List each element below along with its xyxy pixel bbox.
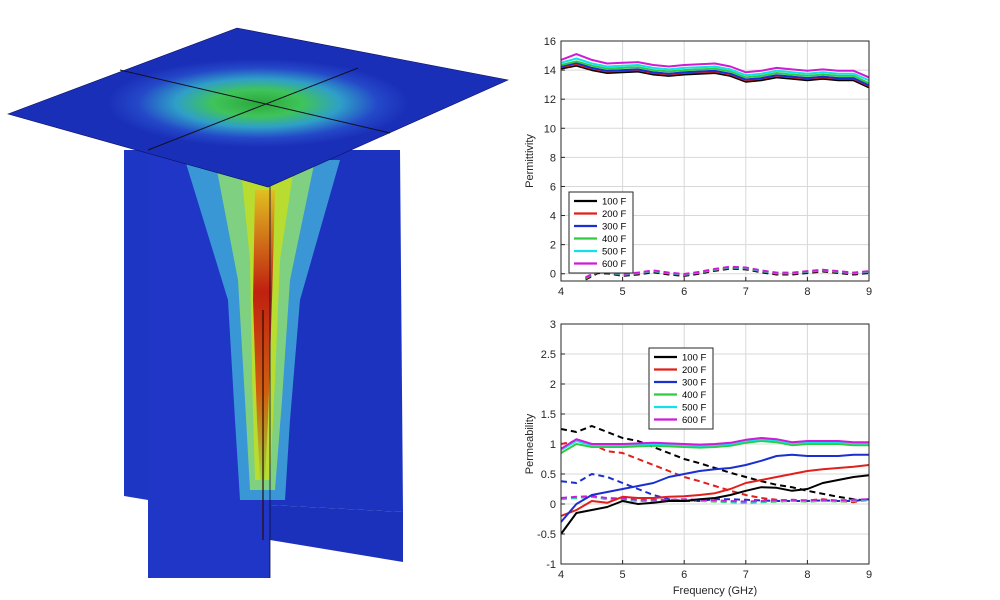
- series-line-600-f-imaginary: [585, 265, 869, 279]
- x-tick-label: 7: [743, 286, 749, 298]
- y-tick-label: 8: [550, 152, 556, 164]
- legend-label: 400 F: [602, 234, 626, 245]
- legend-box: [568, 191, 634, 274]
- series-line-200-f-real: [561, 464, 869, 517]
- series-line-100-f-real: [561, 64, 869, 89]
- y-tick-label: -0.5: [537, 529, 556, 541]
- series-line-400-f-real: [561, 60, 869, 85]
- y-tick-label: 12: [544, 94, 556, 106]
- permeability-plot-area: 4 5 6 7 8 9 -1 -0.5 0 0.5 1 1.5 2 2.5 3 Permeability Fre…: [524, 319, 872, 597]
- top-plate-crossline-b: [147, 67, 359, 151]
- series-line-200-f-imaginary: [561, 440, 869, 504]
- x-tick-label: 6: [681, 569, 687, 581]
- x-tick-label: 8: [804, 569, 810, 581]
- series-line-400-f-real: [561, 440, 869, 454]
- legend-label: 500 F: [682, 403, 706, 414]
- y-tick-label: 10: [544, 123, 556, 135]
- series-line-600-f-real: [561, 53, 869, 79]
- legend-label: 300 F: [682, 378, 706, 389]
- x-tick-label: 6: [681, 286, 687, 298]
- top-plate-crossline-a: [119, 69, 391, 134]
- series-line-300-f-real: [561, 453, 869, 523]
- permittivity-chart: 4 5 6 7 8 9 0 2 4 6 8 10 12 14 16 Permittivity 100 F200 …: [524, 36, 872, 298]
- field-distribution-render: [7, 27, 509, 578]
- vertical-plane-right-lower: [270, 505, 403, 562]
- legend-box: [648, 347, 714, 430]
- y-axis-label: Permittivity: [524, 134, 536, 188]
- legend-label: 600 F: [682, 415, 706, 426]
- y-tick-label: 16: [544, 36, 556, 48]
- permittivity-plot-area: 4 5 6 7 8 9 0 2 4 6 8 10 12 14 16 Permittivity 100 F200 …: [524, 36, 872, 298]
- y-tick-label: 1.5: [541, 409, 556, 421]
- x-tick-label: 4: [558, 569, 564, 581]
- legend-label: 600 F: [602, 259, 626, 270]
- legend-label: 100 F: [602, 197, 626, 208]
- series-line-600-f-imaginary: [561, 495, 869, 503]
- top-plate-field: [108, 59, 408, 147]
- legend-label: 500 F: [602, 247, 626, 258]
- legend-label: 200 F: [602, 209, 626, 220]
- y-tick-label: 2.5: [541, 349, 556, 361]
- x-tick-label: 5: [620, 569, 626, 581]
- y-tick-label: 2: [550, 240, 556, 252]
- y-tick-label: 1: [550, 439, 556, 451]
- x-tick-label: 9: [866, 286, 872, 298]
- y-tick-label: 14: [544, 65, 556, 77]
- x-tick-label: 7: [743, 569, 749, 581]
- x-tick-label: 8: [804, 286, 810, 298]
- series-line-600-f-real: [561, 437, 869, 450]
- series-group: [561, 53, 869, 281]
- field-core: [253, 190, 275, 480]
- series-line-100-f-imaginary: [561, 425, 869, 502]
- x-tick-label: 5: [620, 286, 626, 298]
- permeability-chart: 4 5 6 7 8 9 -1 -0.5 0 0.5 1 1.5 2 2.5 3 Permeability Fre…: [524, 319, 872, 597]
- y-tick-label: 2: [550, 379, 556, 391]
- series-line-300-f-imaginary: [561, 473, 869, 502]
- series-line-300-f-real: [561, 61, 869, 87]
- series-line-500-f-real: [561, 57, 869, 82]
- axes-frame: [560, 40, 870, 282]
- series-line-100-f-real: [561, 474, 869, 535]
- axes-frame: [560, 323, 870, 565]
- legend-label: 300 F: [602, 222, 626, 233]
- y-tick-label: 4: [550, 211, 556, 223]
- x-axis-label: Frequency (GHz): [673, 585, 757, 597]
- x-tick-label: 9: [866, 569, 872, 581]
- series-line-500-f-real: [561, 438, 869, 451]
- y-tick-label: 0: [550, 499, 556, 511]
- x-tick-label: 4: [558, 286, 564, 298]
- series-group: [561, 425, 869, 535]
- legend-label: 400 F: [682, 390, 706, 401]
- legend-label: 200 F: [682, 365, 706, 376]
- legend-label: 100 F: [682, 353, 706, 364]
- y-tick-label: -1: [546, 559, 556, 571]
- vertical-plane-back: [124, 150, 148, 500]
- y-axis-label: Permeability: [524, 413, 536, 474]
- y-tick-label: 3: [550, 319, 556, 331]
- y-tick-label: 0.5: [541, 469, 556, 481]
- y-tick-label: 6: [550, 181, 556, 193]
- y-tick-label: 0: [550, 269, 556, 281]
